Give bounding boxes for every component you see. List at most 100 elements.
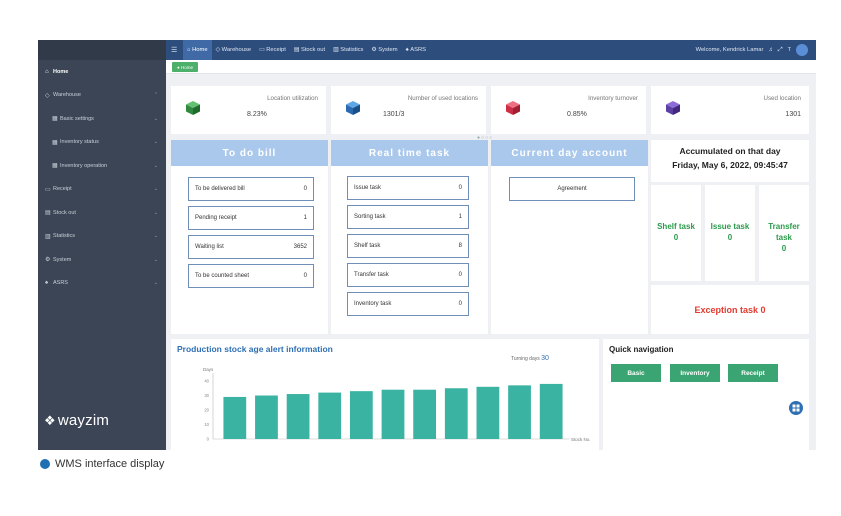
tile-text: Issue task 0 [705, 221, 755, 243]
task-row[interactable]: Sorting task 1 [347, 205, 469, 229]
menu-toggle-icon[interactable]: ☰ [171, 47, 178, 54]
row-value: 0 [303, 186, 307, 192]
sidebar-item-stock-out[interactable]: ▤ Stock out ⌄ [38, 201, 166, 225]
grid-icon: ▦ [52, 139, 58, 146]
caption-text: WMS interface display [55, 458, 165, 470]
stat-label: Number of used locations [407, 95, 478, 102]
chart-bar [413, 389, 437, 439]
sidebar-item-basic-settings[interactable]: ▦ Basic settings ⌄ [38, 107, 166, 131]
nav-label: ASRS [410, 47, 427, 53]
sidebar-item-receipt[interactable]: ▭ Receipt ⌄ [38, 178, 166, 202]
warehouse-icon: ◇ [45, 92, 50, 99]
warehouse-icon: ◇ [215, 47, 222, 53]
nav-system[interactable]: ⚙ System [367, 40, 401, 60]
cube-icon [506, 101, 520, 115]
stat-value: 0.85% [567, 111, 587, 118]
chart-bar [255, 395, 278, 439]
sidebar-item-label: System [53, 256, 72, 263]
sidebar-item-warehouse[interactable]: ◇ Warehouse ⌃ [38, 84, 166, 108]
task-row[interactable]: Issue task 0 [347, 176, 469, 200]
panel-title: Real time task [331, 140, 488, 166]
task-row[interactable]: Transfer task 0 [347, 263, 469, 287]
home-icon: ⌂ [187, 47, 193, 53]
sidebar-item-home[interactable]: ⌂ Home [38, 60, 166, 84]
statistics-icon: ▥ [45, 233, 51, 240]
sidebar-item-inventory-status[interactable]: ▦ Inventory status ⌄ [38, 131, 166, 155]
nav-label: Home [192, 47, 208, 53]
sidebar-item-system[interactable]: ⚙ System ⌄ [38, 248, 166, 272]
button-label: Receipt [741, 369, 765, 377]
nav-receipt[interactable]: ▭ Receipt [255, 40, 290, 60]
row-value: 8 [458, 243, 462, 249]
sidebar-item-label: Stock out [53, 209, 76, 216]
task-row[interactable]: Shelf task 8 [347, 234, 469, 258]
todo-row[interactable]: To be counted sheet 0 [188, 264, 314, 288]
todo-row[interactable]: Pending receipt 1 [188, 206, 314, 230]
button-label: Inventory [680, 369, 710, 377]
nav-label: Receipt [266, 47, 286, 53]
quick-nav-basic-button[interactable]: Basic [611, 364, 661, 382]
welcome-text: Welcome, Kendrick Lamar [695, 47, 764, 53]
app-grid-icon[interactable] [789, 401, 803, 415]
panel-title: To do bill [171, 140, 328, 166]
y-tick-label: 20 [204, 408, 209, 413]
fullscreen-icon[interactable]: ⤢ [777, 46, 783, 53]
sidebar-item-inventory-operation[interactable]: ▦ Inventory operation ⌄ [38, 154, 166, 178]
chart-bar [286, 394, 310, 439]
wayzim-logo-icon: ❖ [44, 412, 56, 428]
sidebar-item-label: Receipt [53, 186, 72, 193]
y-axis-label: Days [203, 367, 214, 372]
task-row[interactable]: Inventory task 0 [347, 292, 469, 316]
avatar[interactable] [796, 44, 808, 56]
chevron-down-icon: ⌄ [153, 186, 158, 193]
todo-row[interactable]: To be delivered bill 0 [188, 177, 314, 201]
row-value: 3652 [293, 244, 307, 250]
sidebar-item-statistics[interactable]: ▥ Statistics ⌄ [38, 225, 166, 249]
tile-value: 0 [781, 244, 787, 253]
exception-text: Exception task 0 [694, 304, 766, 315]
carousel-dots[interactable]: ●○○○ [477, 135, 494, 141]
exception-task-panel[interactable]: Exception task 0 [651, 285, 809, 334]
tab-bar: ● Home [166, 60, 816, 74]
agreement-button[interactable]: Agreement [509, 177, 635, 201]
nav-stock-out[interactable]: ▤ Stock out [290, 40, 329, 60]
nav-statistics[interactable]: ▥ Statistics [329, 40, 367, 60]
chart-title: Production stock age alert information [177, 344, 333, 354]
quick-nav-receipt-button[interactable]: Receipt [728, 364, 778, 382]
turning-days-label: Turning days [511, 356, 540, 362]
x-axis-label: Stock No. [571, 437, 591, 442]
font-size-icon[interactable]: T [787, 47, 791, 53]
todo-row[interactable]: Waiting list 3652 [188, 235, 314, 259]
tile-text: Shelf task 0 [651, 221, 701, 243]
nav-label: Statistics [340, 47, 364, 53]
tab-home[interactable]: ● Home [172, 62, 198, 72]
tile-label: Issue task [710, 222, 750, 231]
todo-bill-panel: To do bill To be delivered bill 0 Pending… [171, 140, 328, 334]
nav-home[interactable]: ⌂ Home [183, 40, 212, 60]
receipt-icon: ▭ [259, 47, 267, 53]
nav-warehouse[interactable]: ◇ Warehouse [212, 40, 256, 60]
accumulated-title: Accumulated on that day [679, 146, 781, 156]
sidebar-item-label: Inventory operation [60, 162, 108, 169]
row-value: 0 [458, 301, 462, 307]
sidebar-item-asrs[interactable]: ♠ ASRS ⌄ [38, 272, 166, 296]
stock-out-icon: ▤ [293, 47, 301, 53]
top-nav: ⌂ Home ◇ Warehouse ▭ Receipt ▤ Stock out… [183, 40, 430, 60]
receipt-icon: ▭ [45, 186, 51, 193]
chart-bar [349, 391, 373, 439]
brand-text: wayzim [57, 412, 110, 429]
brand-logo: ❖ wayzim [44, 412, 109, 429]
accumulated-date: Friday, May 6, 2022, 09:45:47 [672, 160, 788, 170]
y-tick-label: 0 [207, 437, 210, 442]
cube-icon [666, 101, 680, 115]
bell-icon[interactable]: ♫ [768, 47, 773, 53]
asrs-icon: ♠ [405, 47, 411, 53]
quick-nav-inventory-button[interactable]: Inventory [670, 364, 720, 382]
stat-label: Inventory turnover [588, 95, 638, 102]
chevron-down-icon: ⌄ [153, 256, 158, 263]
asrs-icon: ♠ [45, 280, 49, 287]
nav-asrs[interactable]: ♠ ASRS [402, 40, 431, 60]
nav-label: System [378, 47, 398, 53]
statistics-icon: ▥ [333, 47, 341, 53]
sidebar-item-label: Warehouse [53, 92, 81, 99]
